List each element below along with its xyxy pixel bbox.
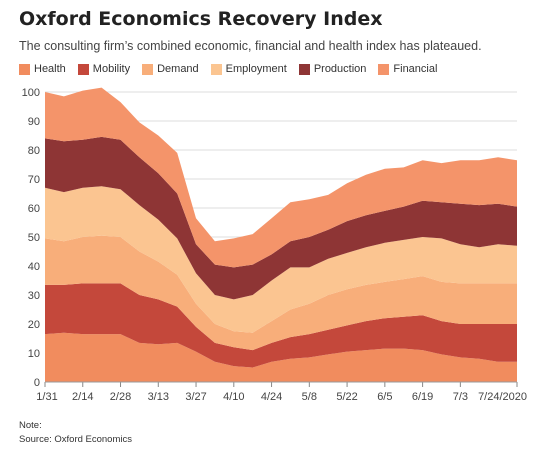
area-series-0-financial [45, 332, 517, 382]
legend-item-employment: Employment [210, 63, 287, 75]
y-tick-label: 10 [28, 348, 40, 360]
legend-label-production: Production [313, 63, 367, 75]
legend: Health Mobility Demand Employment Produc… [19, 63, 437, 75]
chart-source: Source: Oxford Economics [19, 434, 132, 445]
area-series-2-demand [45, 235, 517, 351]
x-tick-label: 4/10 [223, 391, 244, 403]
x-tick-label: 7/3 [453, 391, 468, 403]
x-tick-label: 3/13 [148, 391, 169, 403]
y-tick-label: 40 [28, 261, 40, 273]
x-tick-label: 5/8 [302, 391, 317, 403]
legend-label-mobility: Mobility [92, 63, 131, 75]
x-tick-label: 7/24/2020 [478, 391, 527, 403]
x-tick-label: 5/22 [336, 391, 357, 403]
x-tick-label: 6/19 [412, 391, 433, 403]
legend-label-demand: Demand [157, 63, 199, 75]
chart-note: Note: [19, 420, 42, 431]
x-tick-label: 1/31 [36, 391, 57, 403]
y-tick-label: 50 [28, 232, 40, 244]
x-tick-label: 4/24 [261, 391, 282, 403]
x-tick-label: 6/5 [377, 391, 392, 403]
chart-title: Oxford Economics Recovery Index [19, 8, 383, 30]
y-tick-label: 20 [28, 319, 40, 331]
area-series-4-production [45, 136, 517, 300]
area-series-1-mobility [45, 283, 517, 368]
area-layers [45, 87, 517, 382]
y-tick-label: 100 [22, 87, 40, 99]
legend-swatch-employment [210, 63, 222, 75]
area-series-5-financial [45, 87, 517, 268]
y-tick-label: 70 [28, 174, 40, 186]
legend-label-health: Health [34, 63, 66, 75]
legend-swatch-financial [378, 63, 390, 75]
y-tick-labels: 0 10 20 30 40 50 60 70 80 90 100 [22, 87, 40, 389]
x-tick-label: 2/14 [72, 391, 93, 403]
legend-label-employment: Employment [225, 63, 287, 75]
x-tick-label: 2/28 [110, 391, 131, 403]
chart-subtitle: The consulting firm’s combined economic,… [19, 39, 482, 53]
legend-item-health: Health [19, 63, 66, 75]
y-tick-label: 60 [28, 203, 40, 215]
x-tick-label: 3/27 [185, 391, 206, 403]
legend-swatch-production [298, 63, 310, 75]
area-series-3-employment [45, 186, 517, 333]
legend-label-financial: Financial [393, 63, 438, 75]
legend-swatch-mobility [77, 63, 89, 75]
legend-swatch-health [19, 63, 30, 75]
y-tick-label: 0 [34, 377, 40, 389]
y-tick-label: 30 [28, 290, 40, 302]
legend-item-production: Production [298, 63, 367, 75]
legend-swatch-demand [142, 63, 154, 75]
legend-item-mobility: Mobility [77, 63, 131, 75]
legend-item-demand: Demand [142, 63, 199, 75]
legend-item-financial: Financial [378, 63, 437, 75]
x-tick-labels: 1/31 2/14 2/28 3/13 3/27 4/10 4/24 5/8 5/22 6/5 6/… [36, 381, 527, 403]
y-tick-label: 90 [28, 116, 40, 128]
y-tick-label: 80 [28, 145, 40, 157]
